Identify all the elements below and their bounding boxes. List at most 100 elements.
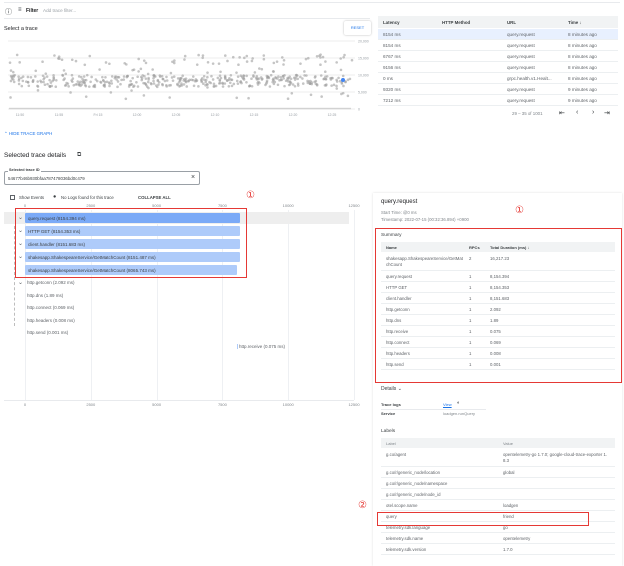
span-bar[interactable]: shakesapp.ShakespeareService/GetMatchCou… [25, 265, 238, 275]
trace-id-field[interactable]: Selected trace ID 54677b46b930bfaa787478… [4, 168, 200, 185]
col-url[interactable]: URL [507, 20, 517, 25]
summary-name: http.connect [386, 340, 410, 345]
summary-col-rpcs[interactable]: RPCs [469, 245, 480, 250]
collapse-all-button[interactable]: COLLAPSE ALL [138, 195, 171, 200]
cell-time: 9 minutes ago [568, 98, 597, 103]
trace-point [269, 73, 273, 77]
trace-point [151, 107, 153, 110]
span-bar[interactable]: query.request (8154.394 ms) [25, 213, 240, 223]
span-row[interactable]: shakesapp.ShakespeareService/GetMatchCou… [16, 264, 246, 276]
logs-explorer-icon[interactable]: ◐ [457, 400, 461, 406]
summary-rpcs: 1 [469, 340, 472, 345]
summary-col-duration[interactable]: Total Duration (ms) ↓ [490, 245, 530, 250]
trace-point [102, 84, 106, 87]
span-bar[interactable]: HTTP GET (8154.353 ms) [25, 226, 240, 236]
prev-page-icon[interactable]: ‹ [576, 109, 579, 116]
trace-point [98, 68, 101, 71]
trace-point [297, 107, 299, 110]
trace-point [87, 85, 91, 88]
trace-point [183, 58, 186, 61]
first-page-icon[interactable]: ⇤ [559, 110, 565, 117]
view-logs-link[interactable]: View [443, 402, 452, 407]
span-row[interactable]: http.connect (0.069 ms) [16, 302, 246, 314]
span-bar[interactable]: shakesapp.ShakespeareService/GetMatchCou… [25, 252, 240, 262]
trace-point [279, 107, 281, 110]
col-time[interactable]: Time ↓ [568, 20, 582, 25]
span-row[interactable]: ⌄ HTTP GET (8154.353 ms) [16, 225, 246, 237]
span-label: http.headers (0.008 ms) [27, 317, 75, 323]
span-row[interactable]: ⌄ shakesapp.ShakespeareService/GetMatchCo… [16, 251, 246, 263]
trace-row[interactable]: 8154 ms query.request 8 minutes ago [378, 29, 618, 40]
trace-point [323, 70, 327, 74]
trace-point [187, 107, 189, 110]
trace-point [173, 107, 175, 110]
span-row[interactable]: ⌄ query.request (8154.394 ms) [16, 212, 246, 224]
trace-point [240, 81, 243, 85]
details-section-toggle[interactable]: Details ⌄ [381, 386, 402, 392]
summary-duration: 8,154.353 [490, 285, 510, 290]
trace-row[interactable]: 9156 ms query.request 8 minutes ago [378, 62, 618, 73]
span-row[interactable]: ⌄ client.handler (8151.683 ms) [16, 238, 246, 250]
reset-button[interactable]: RESET [344, 21, 371, 35]
trace-point [343, 53, 346, 57]
col-http-method[interactable]: HTTP Method [442, 20, 471, 25]
chevron-down-icon[interactable]: ⌄ [18, 241, 24, 247]
hide-trace-graph-link[interactable]: ⌃ HIDE TRACE GRAPH [4, 131, 53, 136]
trace-point [80, 83, 84, 86]
trace-point [235, 71, 238, 74]
trace-scatter-plot[interactable]: 20,000 15,000 10,000 5,000 0 11:50 11:55 Fri 15… [0, 38, 372, 120]
trace-point [165, 79, 169, 82]
trace-point [52, 76, 55, 79]
trace-filter-input[interactable]: Add trace filter... [43, 8, 77, 13]
col-latency[interactable]: Latency [383, 20, 400, 25]
next-page-icon[interactable]: › [592, 109, 595, 116]
trace-point [36, 89, 40, 92]
trace-point [132, 68, 136, 71]
trace-point [18, 61, 21, 64]
span-row[interactable]: http.headers (0.008 ms) [16, 315, 246, 327]
copy-icon[interactable]: ⧉ [77, 152, 82, 158]
span-row[interactable]: http.dns (1.89 ms) [16, 290, 246, 302]
cell-latency: 0 ms [383, 76, 393, 81]
span-row[interactable]: http.receive (0.075 ms) [236, 341, 296, 353]
label-key: g.co/agent [386, 452, 407, 457]
trace-point [119, 107, 121, 110]
trace-point [152, 79, 155, 83]
labels-col-label: Label [386, 441, 396, 446]
trace-point [247, 107, 249, 110]
show-events-checkbox[interactable] [10, 195, 15, 200]
span-row[interactable]: ⌄ http.getconn (2.092 ms) [16, 277, 246, 289]
trace-point [73, 107, 75, 110]
trace-row[interactable]: 9320 ms query.request 9 minutes ago [378, 84, 618, 95]
chevron-down-icon[interactable]: ⌄ [18, 215, 24, 221]
span-bar[interactable]: client.handler (8151.683 ms) [25, 239, 240, 249]
annotation-box-summary [375, 228, 622, 383]
trace-point [324, 77, 328, 81]
clear-icon[interactable]: × [191, 174, 196, 181]
trace-point [111, 107, 113, 110]
trace-point [75, 82, 79, 86]
trace-row[interactable]: 6767 ms query.request 8 minutes ago [378, 51, 618, 62]
help-circle-icon[interactable]: ⓘ [5, 9, 12, 16]
trace-point [245, 74, 248, 78]
trace-point [247, 96, 250, 100]
trace-point [119, 82, 122, 86]
trace-point [286, 97, 290, 101]
trace-point [157, 107, 159, 110]
summary-row: client.handler 1 8,151.683 [381, 293, 615, 304]
span-row[interactable]: http.send (0.001 ms) [16, 327, 246, 339]
summary-col-name[interactable]: Name [386, 245, 397, 250]
trace-point [195, 107, 197, 110]
chevron-down-icon[interactable]: ⌄ [18, 254, 24, 260]
trace-row[interactable]: 8154 ms query.request 8 minutes ago [378, 40, 618, 51]
trace-row[interactable]: 0 ms grpc.health.v1.Healt... 8 minutes ago [378, 73, 618, 84]
trace-point [176, 77, 180, 80]
chevron-down-icon[interactable]: ⌄ [18, 228, 24, 234]
label-row: g.co/agent opentelemetry-go 1.7.0; google… [381, 449, 615, 467]
chevron-down-icon[interactable]: ⌄ [18, 280, 24, 286]
trace-point [17, 77, 21, 81]
cell-latency: 9320 ms [383, 87, 401, 92]
trace-row[interactable]: 7212 ms query.request 9 minutes ago [378, 95, 618, 106]
last-page-icon[interactable]: ⇥ [604, 110, 610, 117]
trace-point [149, 81, 153, 85]
